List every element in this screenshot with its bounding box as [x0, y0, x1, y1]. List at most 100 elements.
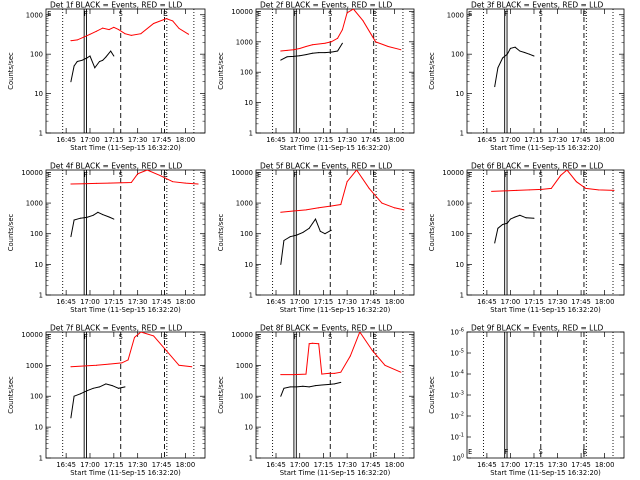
data-point	[318, 52, 320, 54]
y-tick-label: 1000	[236, 200, 253, 208]
flag-label: E	[47, 171, 51, 179]
data-point	[153, 23, 155, 25]
panel-det-4: Det 4f BLACK = Events, RED = LLD 1 10 100 10…	[7, 162, 206, 314]
data-point	[384, 364, 386, 366]
data-point	[283, 240, 285, 242]
panel-title: Det 5f BLACK = Events, RED = LLD	[260, 162, 393, 171]
y-axis-label: Counts/sec	[428, 214, 436, 252]
flag-label: E	[257, 333, 261, 341]
data-point	[308, 386, 310, 388]
y-tick-label: 10	[455, 261, 464, 269]
flag-label: E	[372, 10, 376, 18]
y-tick-label: 10000	[442, 169, 464, 177]
flag-label: F	[504, 448, 508, 456]
data-point	[280, 50, 282, 52]
panel-det-2: Det 2f BLACK = Events, RED = LLD 1 10 100 10…	[217, 1, 415, 152]
y-tick-label: 100	[240, 393, 253, 401]
data-point	[509, 47, 511, 49]
y-tick-label: 100	[30, 393, 43, 401]
x-tick-label: 18:00	[176, 136, 196, 144]
flag-label: E	[583, 171, 587, 179]
flag-label: E	[468, 171, 472, 179]
data-point	[283, 387, 285, 389]
data-point	[333, 372, 335, 374]
flag-label: E	[468, 10, 472, 18]
data-point	[315, 218, 317, 220]
x-tick-label: 18:00	[385, 461, 405, 469]
data-point	[86, 390, 88, 392]
data-point	[494, 86, 496, 88]
data-point	[92, 387, 94, 389]
y-tick-label: 1	[460, 292, 464, 300]
data-point	[494, 242, 496, 244]
plot-frame	[466, 331, 625, 459]
data-point	[311, 342, 313, 344]
plot-frame	[255, 331, 415, 459]
x-tick-label: 18:00	[595, 461, 615, 469]
y-tick-label: 1	[249, 130, 253, 138]
series-group	[280, 170, 405, 265]
data-point	[330, 51, 332, 53]
y-tick-label: 1	[39, 130, 43, 138]
data-point	[613, 189, 615, 191]
data-point	[308, 227, 310, 229]
x-tick-label: 17:45	[152, 461, 172, 469]
flag-label: E	[372, 171, 376, 179]
data-point	[121, 182, 123, 184]
data-point	[337, 37, 339, 39]
data-point	[340, 203, 342, 205]
plot-frame	[255, 8, 415, 134]
x-tick-label: 17:45	[571, 136, 591, 144]
panel-title: Det 2f BLACK = Events, RED = LLD	[260, 1, 393, 10]
x-axis-label: Start Time (11-Sep-15 16:32:20)	[490, 469, 601, 477]
flag-label: F	[84, 171, 88, 179]
series-group	[491, 170, 615, 244]
data-point	[79, 217, 81, 219]
y-tick-label: 1	[249, 292, 253, 300]
y-tick-label: 10	[34, 424, 43, 432]
y-tick-label: 10	[455, 90, 464, 98]
data-point	[400, 371, 402, 373]
x-tick-label: 17:45	[571, 461, 591, 469]
data-point	[503, 190, 505, 192]
x-tick-label: 17:00	[290, 136, 310, 144]
data-point	[280, 263, 282, 265]
data-point	[89, 33, 91, 35]
x-tick-label: 16:45	[266, 298, 286, 306]
panel-det-6: Det 6f BLACK = Events, RED = LLD 1 10 100 10…	[428, 162, 625, 314]
data-point	[359, 332, 361, 333]
data-point	[321, 384, 323, 386]
data-point	[70, 40, 72, 42]
data-point	[318, 207, 320, 209]
plot-frame	[466, 8, 625, 134]
data-point	[299, 48, 301, 50]
data-point	[70, 417, 72, 419]
data-point	[70, 236, 72, 238]
data-point	[134, 336, 136, 338]
data-point	[178, 27, 180, 29]
data-point	[305, 373, 307, 375]
data-point	[105, 56, 107, 58]
x-tick-label: 17:30	[548, 298, 568, 306]
x-tick-label: 17:00	[80, 136, 100, 144]
data-point	[311, 52, 313, 54]
data-point	[99, 61, 101, 63]
data-point	[73, 395, 75, 397]
y-tick-label: 10	[244, 424, 253, 432]
y-tick-label: 1000	[26, 200, 43, 208]
y-tick-label: 1	[249, 455, 253, 463]
x-tick-label: 17:30	[548, 461, 568, 469]
x-tick-label: 17:45	[571, 298, 591, 306]
flag-label: F	[504, 10, 508, 18]
data-point	[83, 365, 85, 367]
data-point	[330, 229, 332, 231]
data-point	[403, 209, 405, 211]
data-point	[533, 55, 535, 57]
flag-label: S	[119, 171, 123, 179]
flag-label: E	[163, 10, 167, 18]
y-tick-exp: -5	[459, 349, 464, 355]
flag-label: E	[583, 448, 587, 456]
x-axis-label: Start Time (11-Sep-15 16:32:20)	[280, 469, 391, 477]
plot-frame	[255, 169, 415, 296]
data-point	[514, 46, 516, 48]
